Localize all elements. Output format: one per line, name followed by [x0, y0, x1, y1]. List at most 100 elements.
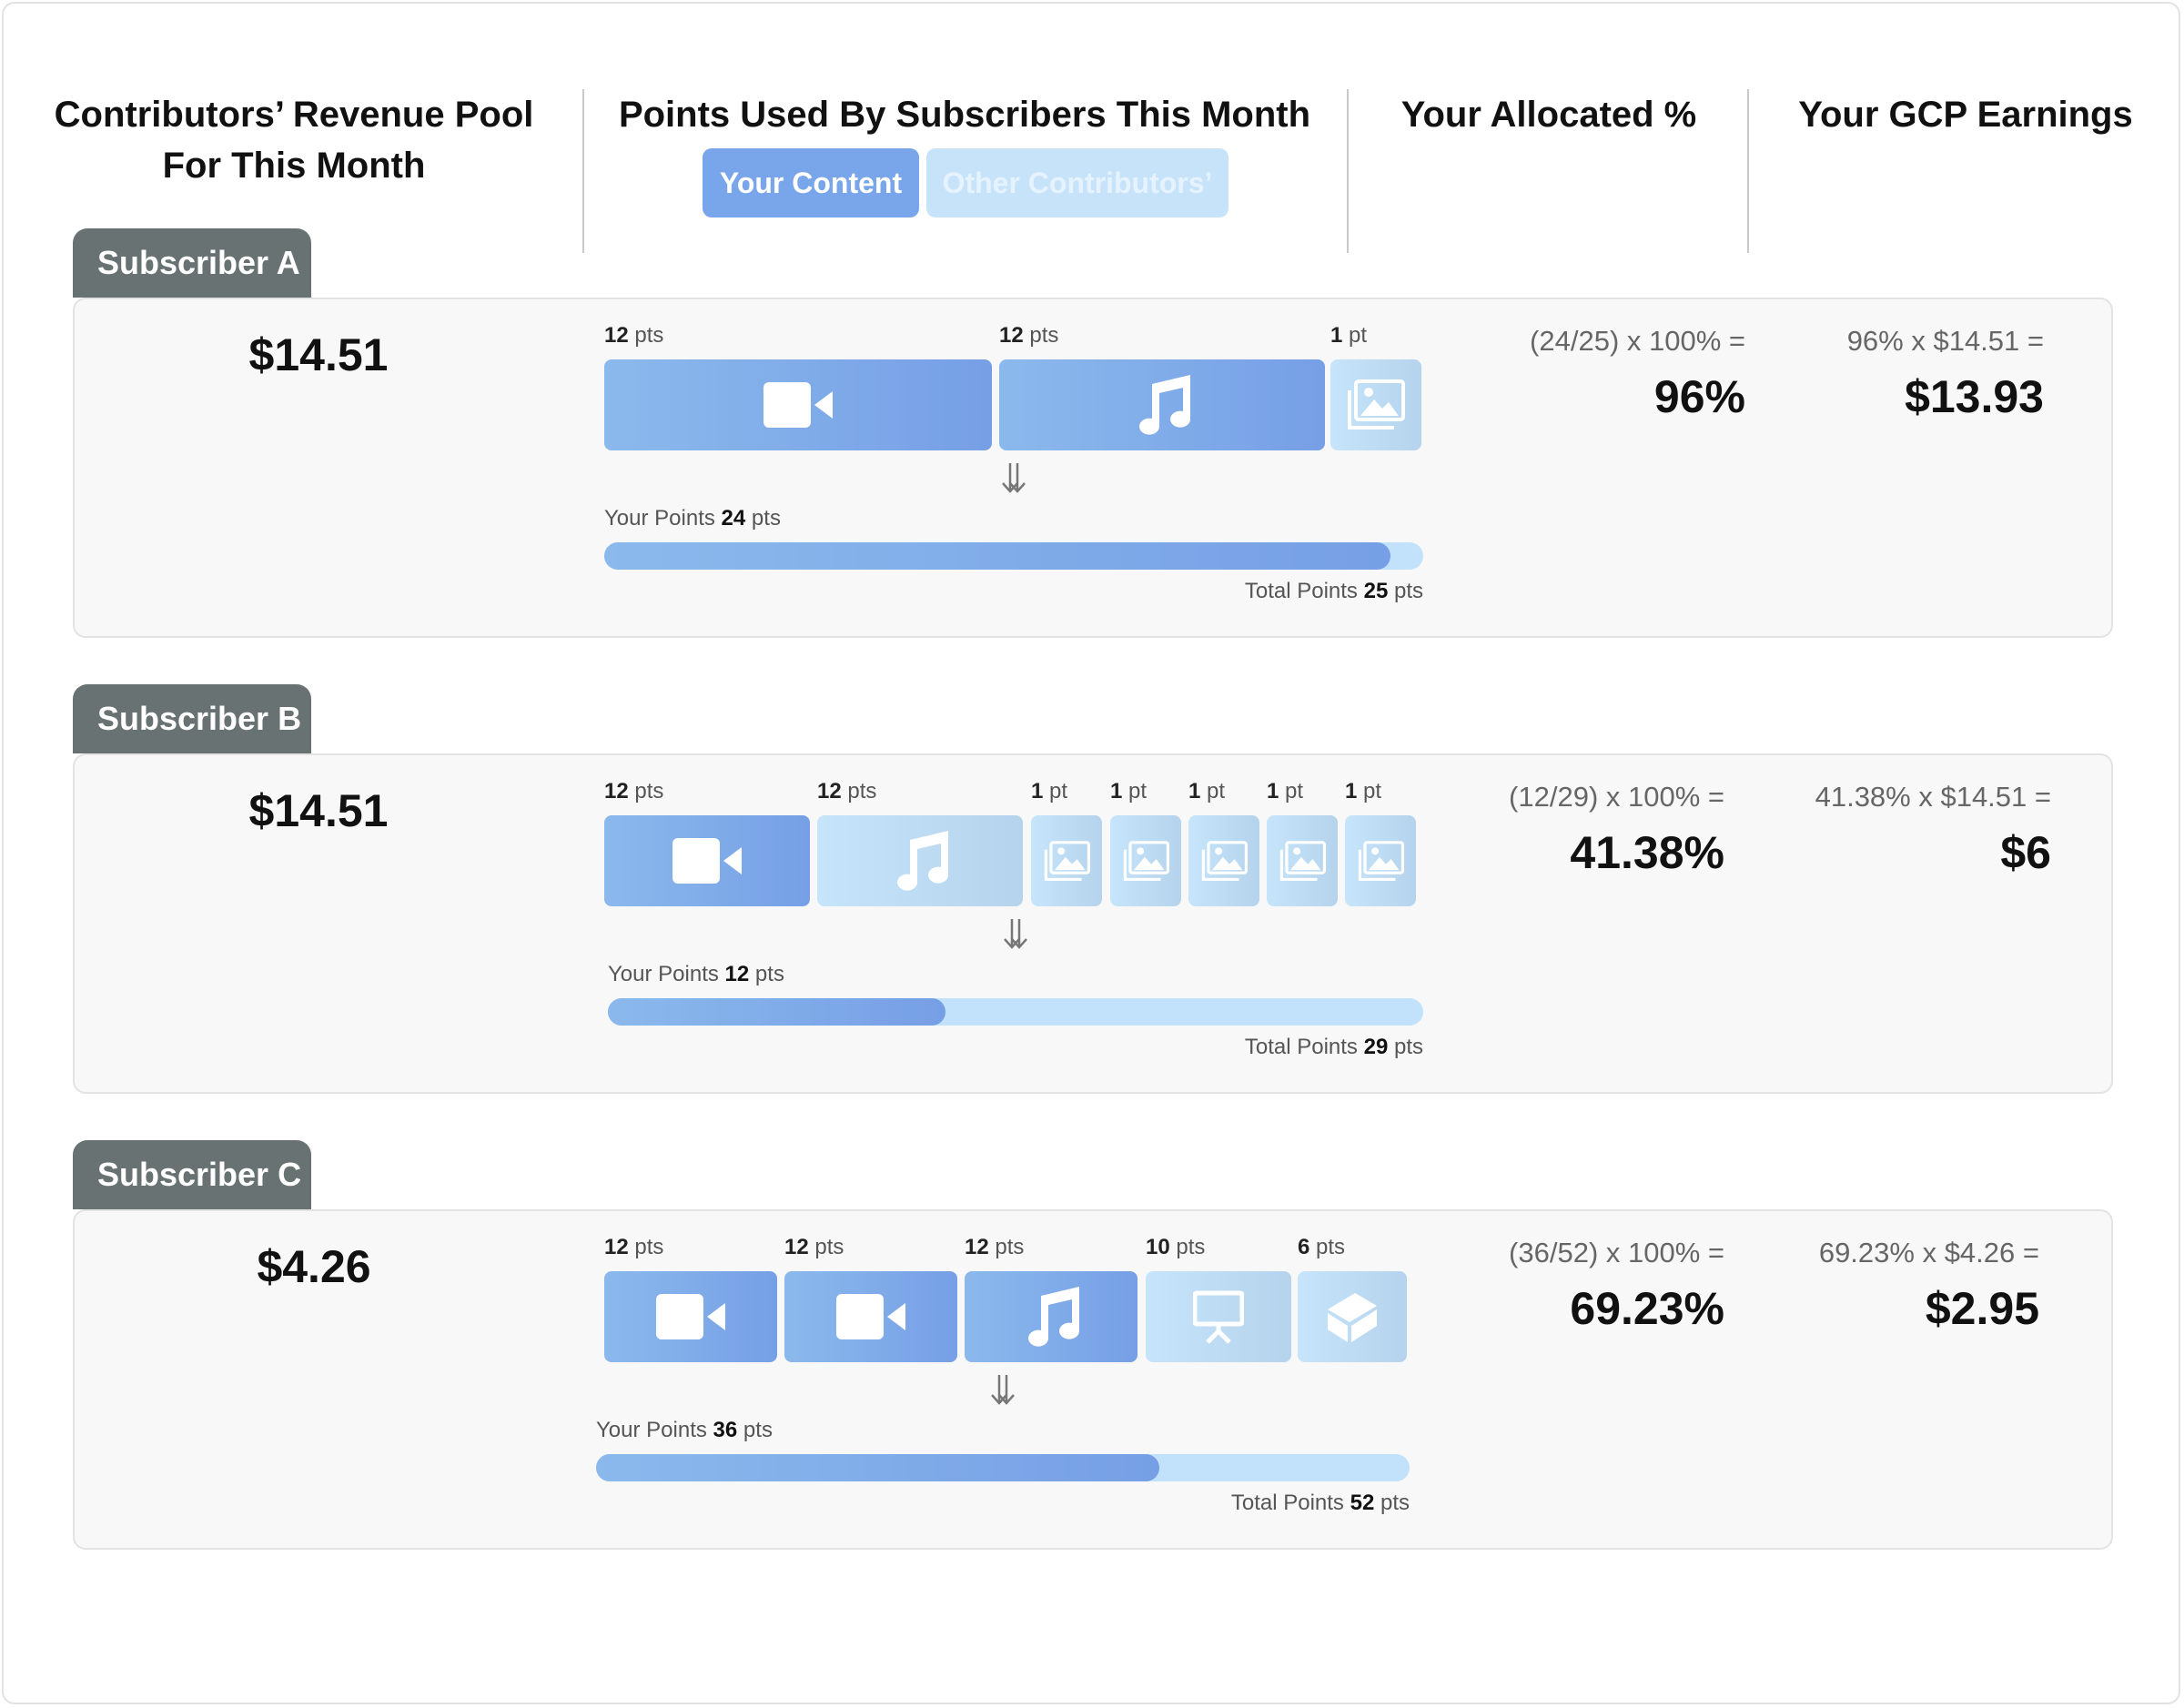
total-points-text: Total Points: [1244, 579, 1358, 603]
music-icon: [1019, 1285, 1083, 1349]
subscriber-panel: [73, 298, 2113, 638]
points-unit: pt: [1128, 779, 1148, 803]
points-progress-fill: [596, 1454, 1159, 1481]
points-value: 12: [817, 779, 842, 803]
3d-cube-icon: [1324, 1289, 1380, 1344]
points-unit: pts: [634, 779, 664, 803]
content-tile[interactable]: [817, 815, 1023, 906]
points-value: 12: [784, 1235, 809, 1259]
allocated-percent: 96%: [1653, 371, 1745, 422]
video-icon: [656, 1292, 725, 1341]
revenue-pool-amount: $4.26: [257, 1241, 371, 1292]
total-points-label: Total Points 52 pts: [1137, 1490, 1410, 1517]
your-points-label: Your Points 12 pts: [608, 961, 784, 988]
your-points-value: 12: [724, 962, 750, 986]
allocation-formula: (12/29) x 100% =: [1509, 781, 1724, 813]
points-label: 1 pt: [1267, 778, 1303, 805]
points-value: 1: [1031, 779, 1044, 803]
gcp-earnings: $6: [2000, 827, 2051, 878]
header-divider: [582, 89, 584, 253]
points-unit: pt: [1363, 779, 1382, 803]
total-points-text: Total Points: [1230, 1491, 1344, 1515]
video-icon: [672, 836, 742, 885]
total-points-unit: pts: [1393, 1035, 1423, 1059]
header-divider: [1347, 89, 1349, 253]
points-label: 1 pt: [1110, 778, 1147, 805]
points-unit: pt: [1285, 779, 1304, 803]
content-tile[interactable]: [604, 1271, 777, 1362]
allocation-formula: (36/52) x 100% =: [1509, 1237, 1724, 1268]
content-tile[interactable]: [1330, 359, 1421, 450]
image-gallery-icon: [1358, 840, 1404, 882]
video-icon: [836, 1292, 905, 1341]
content-tile[interactable]: [784, 1271, 957, 1362]
content-tile[interactable]: [1298, 1271, 1407, 1362]
toggle-other-contributors[interactable]: Other Contributors’: [926, 148, 1228, 217]
video-icon: [763, 380, 833, 430]
content-tile[interactable]: [1031, 815, 1102, 906]
points-value: 12: [604, 1235, 629, 1259]
points-label: 10 pts: [1146, 1234, 1205, 1261]
points-value: 1: [1267, 779, 1279, 803]
down-arrow-icon: [999, 917, 1032, 950]
your-points-unit: pts: [751, 506, 781, 531]
gcp-earnings: $2.95: [1925, 1283, 2039, 1334]
allocation-formula: (24/25) x 100% =: [1530, 325, 1745, 357]
your-points-value: 24: [721, 506, 746, 531]
points-value: 12: [965, 1235, 989, 1259]
your-points-unit: pts: [754, 962, 784, 986]
points-unit: pt: [1349, 323, 1368, 348]
image-gallery-icon: [1044, 840, 1090, 882]
points-unit: pt: [1049, 779, 1068, 803]
points-value: 10: [1146, 1235, 1170, 1259]
total-points-label: Total Points 29 pts: [1150, 1034, 1423, 1061]
your-points-value: 36: [713, 1418, 738, 1442]
subscriber-panel: [73, 1209, 2113, 1550]
points-value: 1: [1345, 779, 1358, 803]
earnings-formula: 96% x $14.51 =: [1846, 325, 2044, 357]
allocated-percent: 41.38%: [1570, 827, 1724, 878]
content-tile[interactable]: [1188, 815, 1259, 906]
content-tile[interactable]: [1345, 815, 1416, 906]
revenue-pool-amount: $14.51: [248, 329, 389, 380]
revenue-pool-amount: $14.51: [248, 785, 389, 836]
toggle-your-content[interactable]: Your Content: [703, 148, 919, 217]
content-tile[interactable]: [1267, 815, 1338, 906]
points-label: 12 pts: [965, 1234, 1024, 1261]
content-tile[interactable]: [1110, 815, 1181, 906]
your-points-text: Your Points: [608, 962, 719, 986]
points-unit: pts: [995, 1235, 1025, 1259]
content-tile[interactable]: [1146, 1271, 1291, 1362]
points-label: 12 pts: [604, 1234, 663, 1261]
down-arrow-icon: [997, 461, 1030, 494]
points-value: 12: [604, 323, 629, 348]
image-gallery-icon: [1279, 840, 1326, 882]
points-unit: pts: [1176, 1235, 1206, 1259]
subscriber-tab: Subscriber A: [73, 228, 311, 298]
content-tile[interactable]: [999, 359, 1325, 450]
points-unit: pts: [634, 323, 664, 348]
points-unit: pts: [1029, 323, 1059, 348]
allocated-percent-title: Your Allocated %: [1400, 95, 1697, 135]
total-points-label: Total Points 25 pts: [1150, 578, 1423, 605]
content-tile[interactable]: [965, 1271, 1138, 1362]
points-progress-bar: [604, 542, 1423, 570]
allocated-percent: 69.23%: [1570, 1283, 1724, 1334]
points-label: 1 pt: [1188, 778, 1225, 805]
down-arrow-icon: [986, 1373, 1019, 1406]
revenue-pool-title-line1: Contributors’ Revenue Pool: [54, 95, 534, 135]
points-unit: pts: [847, 779, 877, 803]
revenue-pool-title: Contributors’ Revenue Pool For This Mont…: [36, 89, 551, 191]
subscriber-tab: Subscriber C: [73, 1140, 311, 1209]
points-label: 12 pts: [999, 322, 1058, 349]
points-used-title: Points Used By Subscribers This Month: [618, 95, 1311, 135]
points-label: 12 pts: [604, 322, 663, 349]
points-value: 6: [1298, 1235, 1310, 1259]
content-tile[interactable]: [604, 815, 810, 906]
earnings-formula: 41.38% x $14.51 =: [1815, 781, 2051, 813]
content-tile[interactable]: [604, 359, 992, 450]
header-divider: [1747, 89, 1749, 253]
points-value: 12: [999, 323, 1024, 348]
points-value: 1: [1188, 779, 1201, 803]
points-unit: pt: [1207, 779, 1226, 803]
